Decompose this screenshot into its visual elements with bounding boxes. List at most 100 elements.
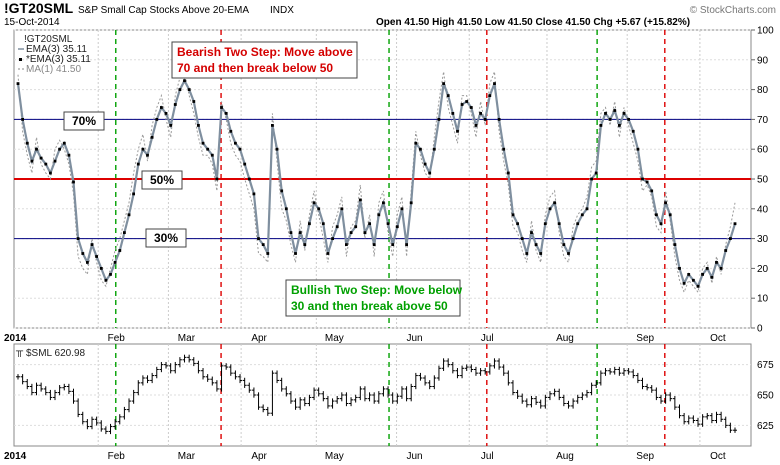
ema-point: [104, 278, 108, 282]
bullish-text-2: 30 and then break above 50: [291, 299, 448, 313]
ema-point: [511, 213, 515, 217]
ema-point: [160, 106, 163, 109]
ema-point: [363, 231, 367, 234]
ema-point: [275, 147, 279, 151]
lower-y-axis: 625 650 675: [757, 360, 774, 432]
ema-point: [419, 147, 422, 151]
upper-x-tick-label: Sep: [636, 333, 654, 344]
ema-point: [76, 237, 80, 240]
lower-x-axis: 2014 Feb Mar Apr May Jun Jul Aug Sep Oct: [4, 451, 726, 462]
ema-point: [372, 243, 376, 246]
legend-ma: MA(1) 41.50: [26, 64, 81, 75]
upper-y-tick-label: 80: [757, 85, 769, 96]
ema-point: [150, 135, 154, 139]
ema-point: [284, 207, 288, 211]
lower-x-tick-label: Mar: [178, 451, 196, 462]
ema-point: [659, 222, 663, 226]
ema-point: [136, 162, 140, 166]
ema-point: [35, 147, 38, 151]
ema-point: [557, 222, 561, 226]
legend-ema-a: EMA(3) 35.11: [26, 44, 87, 55]
ema-point: [340, 207, 344, 211]
ema-point: [183, 79, 186, 83]
ema-point: [132, 192, 135, 196]
ema-point: [432, 147, 436, 151]
ema-point: [321, 222, 325, 226]
ema-point: [701, 273, 704, 276]
ema-point: [21, 118, 24, 121]
ema-point: [682, 281, 686, 285]
ema-point: [414, 141, 418, 145]
ema-point: [53, 159, 57, 163]
ema-point: [224, 112, 228, 115]
level-label-30: 30%: [145, 228, 187, 248]
ema-point: [377, 213, 381, 217]
ema-point: [423, 162, 427, 166]
ema-point: [192, 100, 196, 103]
ema-point: [201, 141, 205, 145]
ema-point: [81, 252, 85, 255]
watermark: © StockCharts.com: [690, 5, 776, 16]
ema-point: [502, 147, 506, 151]
ema-point: [331, 237, 334, 240]
ema-point: [187, 88, 191, 91]
ema-point: [308, 222, 311, 226]
ema-point: [613, 109, 617, 112]
ema-point: [585, 207, 589, 211]
level-label-70: 70%: [63, 111, 105, 131]
ema-point: [442, 82, 445, 85]
ema-point: [641, 177, 644, 181]
lower-y-tick-label: 650: [757, 391, 774, 402]
ema-point: [724, 249, 728, 252]
ema-point: [664, 201, 667, 205]
ema-point: [539, 252, 543, 255]
ema-point: [705, 267, 709, 270]
ema-point: [298, 231, 302, 234]
upper-y-tick-label: 0: [757, 324, 763, 335]
legend-name: !GT20SML: [24, 34, 73, 45]
upper-x-tick-label: Jun: [406, 333, 422, 344]
ema-point: [62, 141, 66, 145]
ema-point: [386, 222, 390, 226]
ema-point: [729, 237, 732, 240]
legend-swatch-ema-dot: [19, 58, 22, 61]
ema-point: [86, 261, 89, 264]
ema-point: [261, 243, 265, 246]
ema-point: [44, 162, 48, 166]
svg-text:50%: 50%: [150, 173, 174, 187]
ema-point: [271, 124, 274, 127]
ema-point: [358, 198, 362, 202]
ema-point: [668, 213, 672, 217]
upper-legend: !GT20SML EMA(3) 35.11 *EMA(3) 35.11 MA(1…: [18, 34, 91, 75]
bullish-annotation: Bullish Two Step: Move below 30 and then…: [285, 279, 463, 317]
ema-point: [247, 177, 251, 181]
ema-point: [155, 118, 159, 121]
upper-y-axis: 0 10 20 30 40 50 60 70 80 90 100: [751, 26, 774, 335]
ema-point: [25, 141, 29, 145]
ema-point: [733, 222, 737, 226]
ema-point: [294, 252, 297, 255]
upper-x-tick-label: Jul: [481, 333, 494, 344]
upper-x-tick-label: Feb: [108, 333, 126, 344]
upper-y-tick-label: 70: [757, 115, 769, 126]
ema-point: [58, 147, 61, 151]
ema-point: [39, 156, 43, 160]
ema-point: [516, 222, 519, 226]
ema-point: [317, 207, 321, 211]
ema-point: [437, 118, 441, 121]
legend-ema-b: *EMA(3) 35.11: [26, 54, 91, 65]
upper-y-tick-label: 10: [757, 294, 769, 305]
ema-point: [178, 88, 182, 91]
ema-point: [428, 171, 432, 175]
svg-text:30%: 30%: [154, 231, 178, 245]
lower-legend: $SML 620.98: [26, 348, 86, 359]
ema-series: [16, 78, 737, 289]
ema-point: [590, 177, 593, 181]
ema-point: [400, 207, 404, 211]
lower-x-tick-label: 2014: [4, 451, 27, 462]
lower-x-tick-label: Aug: [556, 451, 574, 462]
ema-point: [525, 252, 529, 255]
ema-point: [238, 147, 242, 151]
ema-point: [483, 118, 487, 121]
